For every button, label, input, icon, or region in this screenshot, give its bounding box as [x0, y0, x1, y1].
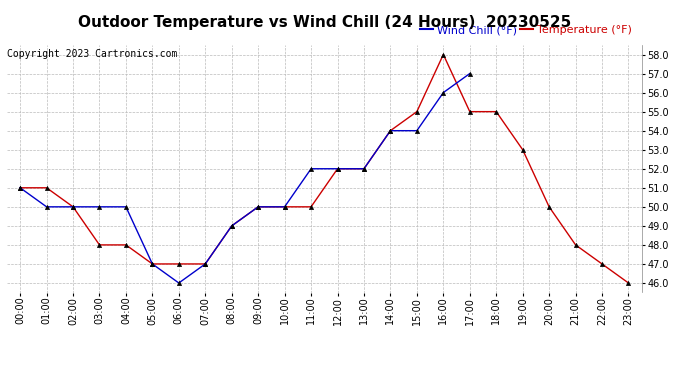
- Legend: Wind Chill (°F), Temperature (°F): Wind Chill (°F), Temperature (°F): [415, 21, 636, 40]
- Text: Copyright 2023 Cartronics.com: Copyright 2023 Cartronics.com: [7, 49, 177, 59]
- Text: Outdoor Temperature vs Wind Chill (24 Hours)  20230525: Outdoor Temperature vs Wind Chill (24 Ho…: [78, 15, 571, 30]
